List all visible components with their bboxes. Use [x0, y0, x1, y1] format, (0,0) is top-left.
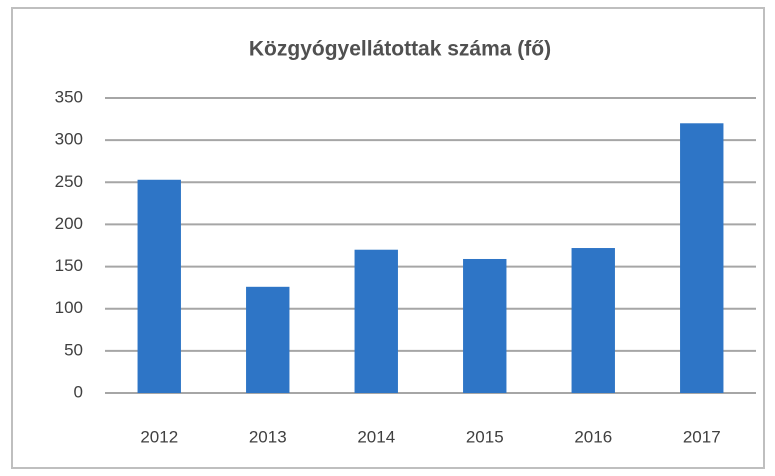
x-tick-label: 2012	[140, 427, 178, 446]
bar	[246, 286, 290, 393]
x-tick-label: 2015	[466, 427, 504, 446]
bar	[680, 123, 724, 394]
x-tick-label: 2013	[249, 427, 287, 446]
chart-border	[11, 7, 765, 469]
y-tick-label: 100	[55, 298, 83, 317]
y-tick-label: 0	[74, 382, 83, 401]
bar	[463, 258, 507, 393]
y-tick-label: 200	[55, 214, 83, 233]
y-tick-label: 50	[64, 340, 83, 359]
x-tick-label: 2016	[574, 427, 612, 446]
bar	[354, 249, 398, 393]
x-tick-label: 2017	[683, 427, 721, 446]
y-tick-label: 250	[55, 172, 83, 191]
y-tick-label: 350	[55, 87, 83, 106]
chart-title: Közgyógyellátottak száma (fő)	[249, 38, 551, 61]
y-tick-label: 300	[55, 130, 83, 149]
bar	[137, 179, 181, 393]
x-tick-label: 2014	[357, 427, 395, 446]
bar	[571, 248, 615, 393]
y-tick-label: 150	[55, 256, 83, 275]
